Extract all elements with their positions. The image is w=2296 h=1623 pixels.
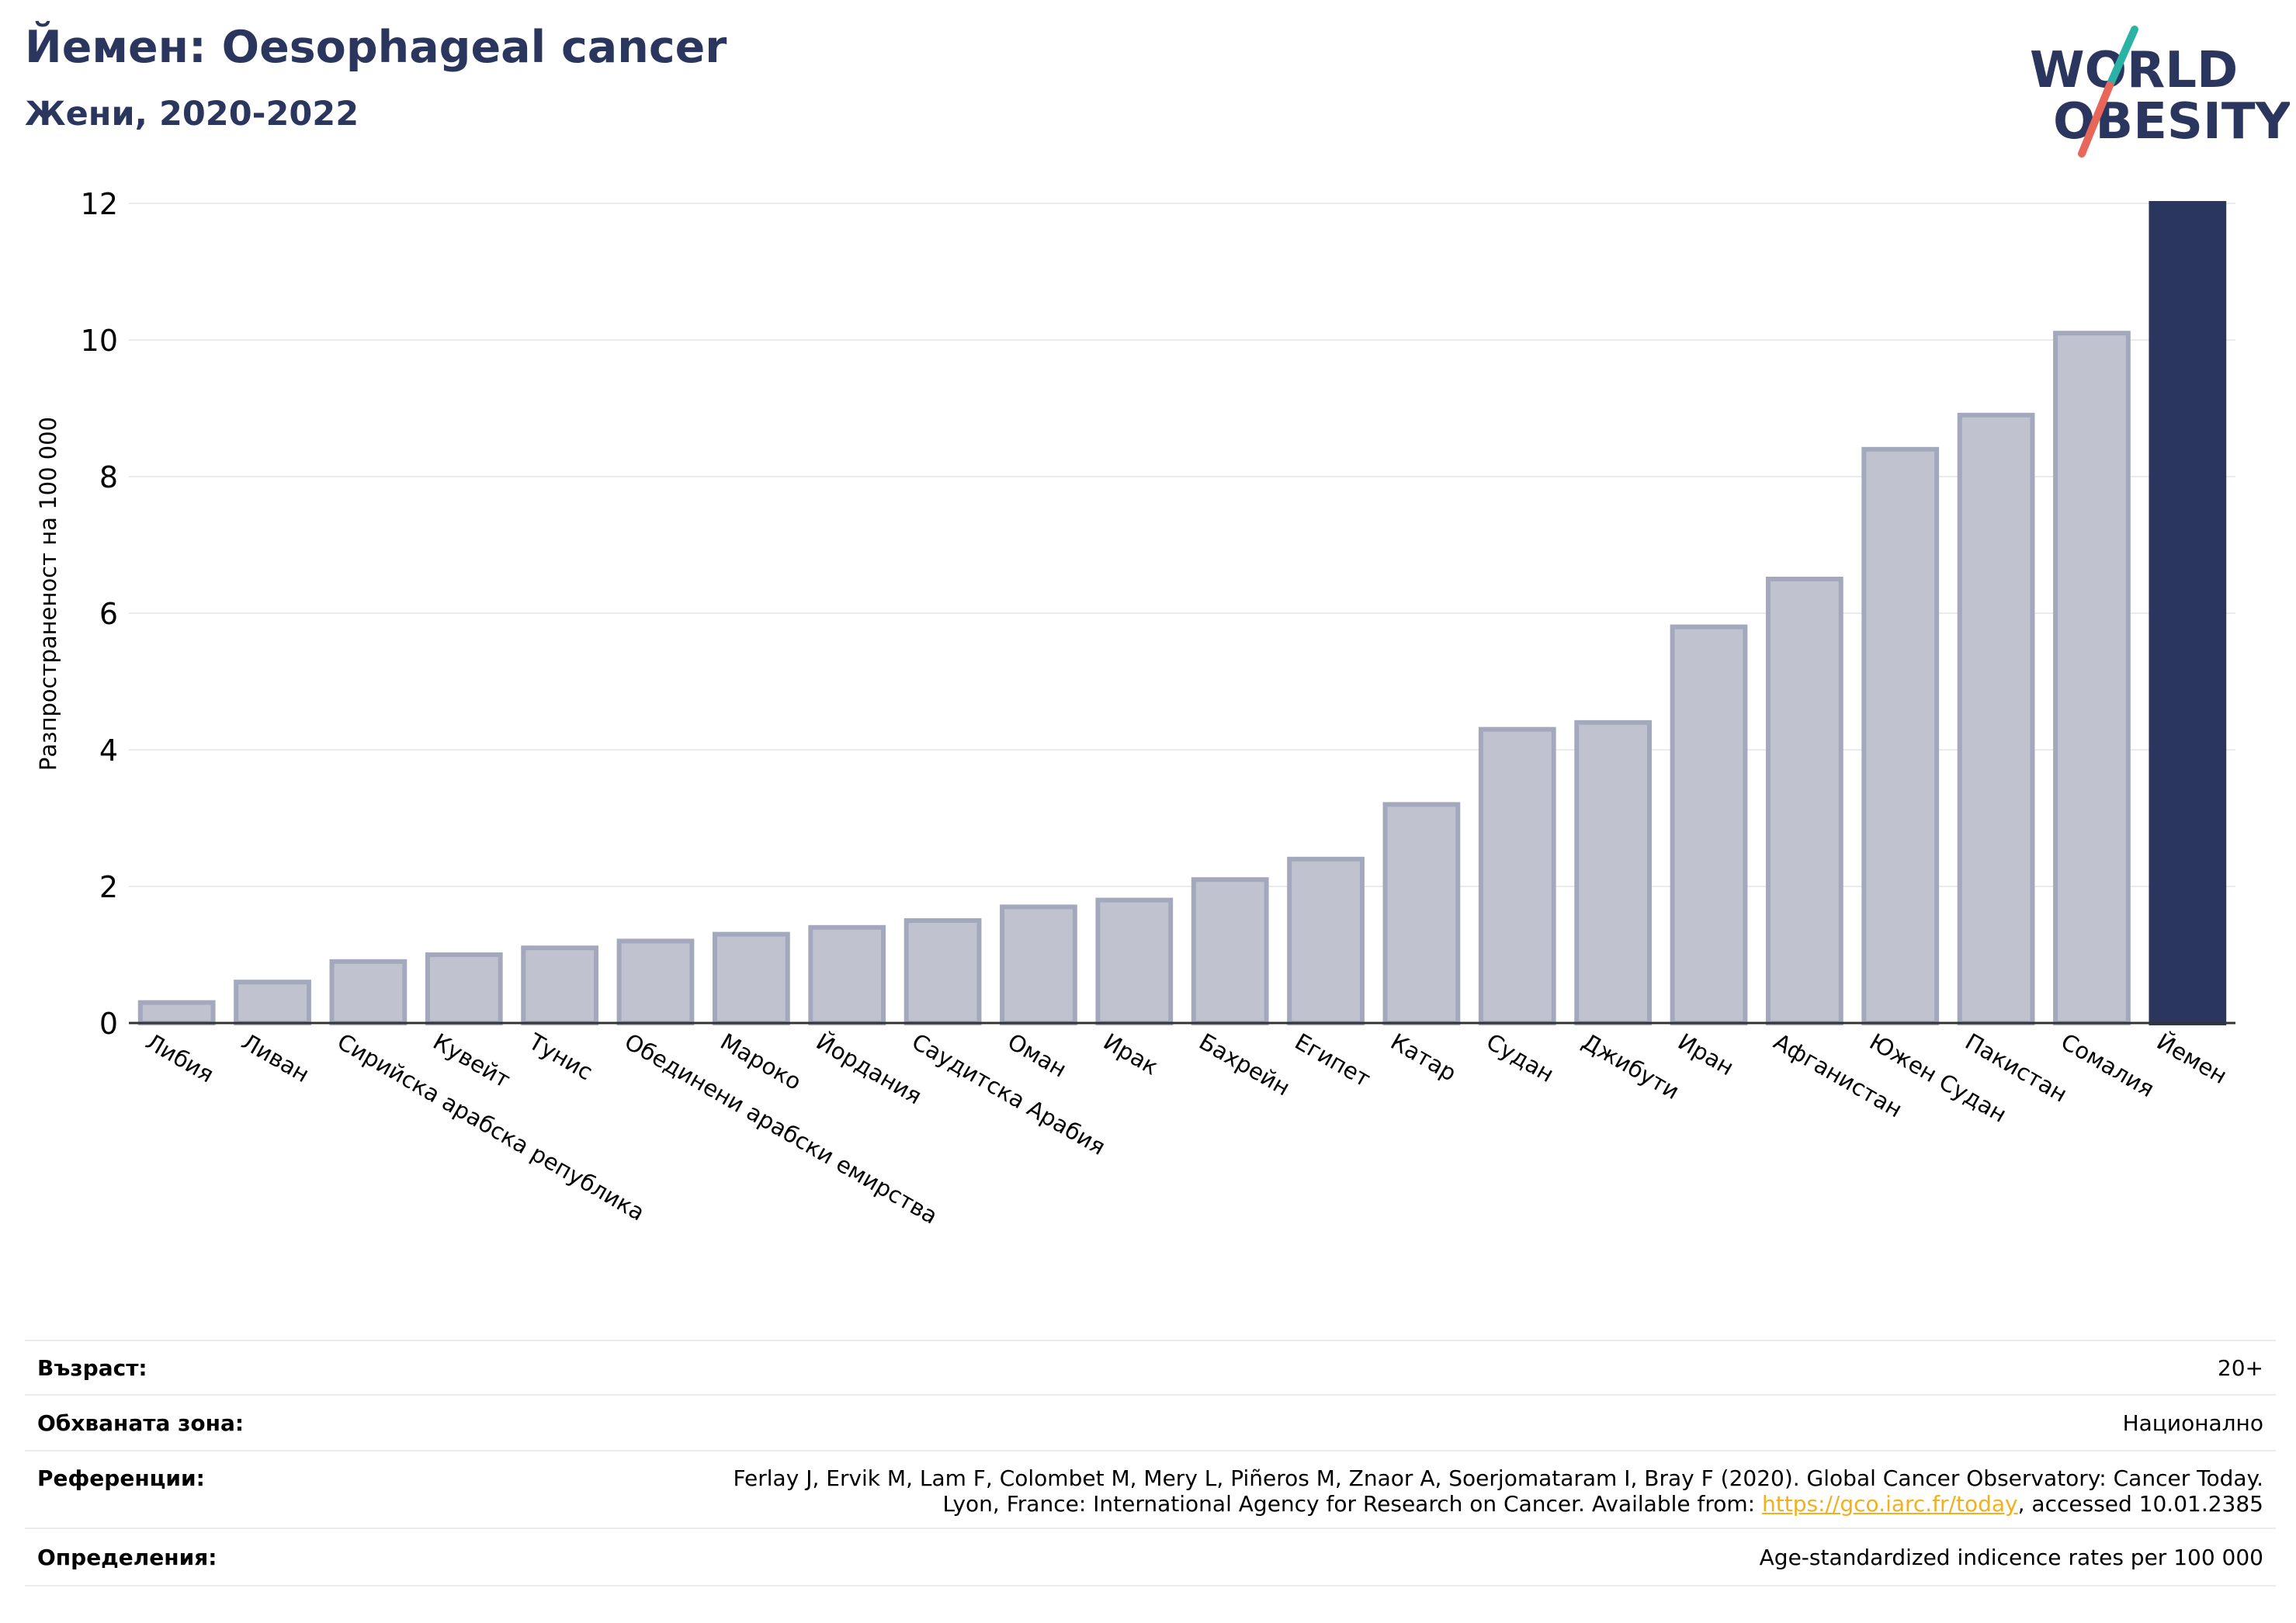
bar	[1957, 412, 2035, 1025]
age-label: Възраст:	[37, 1354, 147, 1381]
y-axis-label: Разпространеност на 100 000	[35, 417, 61, 771]
bar	[137, 1000, 216, 1025]
page-subtitle: Жени, 2020-2022	[25, 95, 359, 134]
info-row-definitions: Определения: Age-standardized indicence …	[25, 1528, 2276, 1587]
bar	[1765, 577, 1843, 1025]
bar	[1574, 720, 1653, 1025]
area-value: Национално	[2122, 1410, 2263, 1436]
world-obesity-logo: WORLD OBESITY	[2030, 26, 2290, 158]
x-tick-label: Йордания	[812, 1028, 927, 1110]
bars	[137, 201, 2227, 1026]
x-tick-label: Египет	[1291, 1028, 1375, 1093]
references-label: Референции:	[37, 1465, 205, 1491]
y-tick-label: 12	[81, 187, 118, 221]
bar	[1861, 446, 1940, 1025]
bar	[616, 938, 695, 1026]
bar	[1382, 802, 1461, 1026]
logo-slash-teal	[2106, 26, 2138, 89]
bar	[1287, 856, 1365, 1026]
definitions-value: Age-standardized indicence rates per 100…	[1759, 1544, 2263, 1570]
bar	[425, 952, 503, 1025]
x-tick-label: Катар	[1386, 1028, 1461, 1087]
bar	[1095, 897, 1174, 1025]
bar	[712, 931, 790, 1025]
y-tick-label: 4	[99, 733, 118, 768]
page-title: Йемен: Oesophageal cancer	[25, 22, 727, 73]
x-tick-labels: Либия Ливан Сирийска арабска републикаКуве…	[141, 1028, 2232, 1229]
x-tick-label: Ирак	[1099, 1028, 1163, 1080]
x-tick-label: Оман	[1003, 1028, 1071, 1083]
age-value: 20+	[2217, 1354, 2263, 1381]
y-tick-label: 0	[99, 1007, 118, 1041]
bar	[2149, 201, 2227, 1025]
info-row-age: Възраст: 20+	[25, 1340, 2276, 1394]
definitions-label: Определения:	[37, 1544, 217, 1570]
bar	[1670, 624, 1748, 1025]
bar	[234, 980, 311, 1025]
bar	[521, 945, 599, 1025]
y-tick-label: 6	[99, 597, 118, 631]
x-tick-label: Иран	[1673, 1028, 1739, 1081]
info-row-area: Обхваната зона: Национално	[25, 1394, 2276, 1450]
logo-text-world: WORLD	[2030, 42, 2238, 99]
x-tick-label: Сомалия	[2056, 1028, 2159, 1103]
bar	[1000, 904, 1077, 1026]
y-tick-label: 2	[99, 870, 118, 904]
logo-slash-coral	[2078, 81, 2114, 158]
x-tick-label: Судан	[1482, 1028, 1559, 1088]
x-tick-label: Тунис	[524, 1028, 598, 1085]
bar	[1478, 727, 1556, 1025]
x-tick-label: Либия	[141, 1028, 218, 1088]
x-tick-label: Йемен	[2152, 1028, 2232, 1090]
info-table: Възраст: 20+ Обхваната зона: Национално …	[25, 1340, 2276, 1587]
references-line-2-post: , accessed 10.01.2385	[2017, 1491, 2263, 1517]
bar	[2053, 331, 2131, 1025]
bar	[329, 959, 408, 1026]
y-tick-label: 8	[99, 460, 118, 494]
bar	[1191, 877, 1269, 1025]
y-tick-labels: 0 2 4 6 8 10 12	[81, 187, 118, 1041]
bar	[808, 924, 886, 1026]
x-tick-label: Джибути	[1578, 1028, 1684, 1105]
x-tick-label: Ливан	[238, 1028, 314, 1088]
x-tick-label: Бахрейн	[1195, 1028, 1295, 1101]
references-line-1: Ferlay J, Ervik M, Lam F, Colombet M, Me…	[733, 1465, 2263, 1491]
info-row-references: Референции: Ferlay J, Ervik M, Lam F, Co…	[25, 1450, 2276, 1528]
references-line-2-pre: Lyon, France: International Agency for R…	[942, 1491, 1762, 1517]
area-label: Обхваната зона:	[37, 1410, 245, 1436]
bar	[903, 918, 982, 1025]
references-value: Ferlay J, Ervik M, Lam F, Colombet M, Me…	[733, 1465, 2263, 1517]
y-tick-label: 10	[81, 324, 118, 358]
references-link[interactable]: https://gco.iarc.fr/today	[1762, 1491, 2018, 1517]
